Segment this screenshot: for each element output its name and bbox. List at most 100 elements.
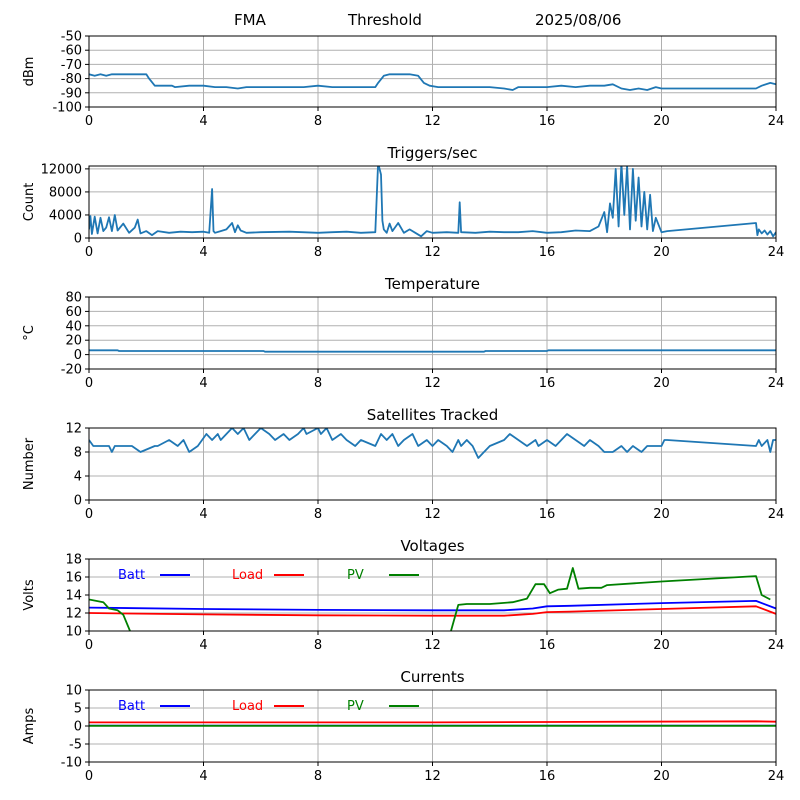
- x-tick-label: 16: [539, 376, 556, 391]
- x-tick-label: 24: [768, 245, 785, 260]
- y-tick-label: 16: [65, 571, 82, 586]
- x-tick-label: 4: [199, 114, 207, 129]
- y-tick-label: -60: [61, 44, 82, 59]
- y-axis-label: Number: [22, 437, 37, 490]
- y-tick-label: 4000: [49, 208, 82, 223]
- x-tick-label: 8: [314, 245, 322, 260]
- series-line-load: [89, 720, 776, 724]
- x-tick-label: 0: [85, 769, 93, 784]
- y-tick-label: -20: [61, 363, 82, 378]
- y-axis-label: Amps: [22, 707, 37, 744]
- y-tick-label: 60: [65, 305, 82, 320]
- x-tick-label: 12: [424, 114, 441, 129]
- y-tick-label: 20: [65, 334, 82, 349]
- y-tick-label: 40: [65, 319, 82, 334]
- panel-title: Currents: [400, 668, 464, 686]
- x-tick-label: 24: [768, 376, 785, 391]
- series-line-batt: [89, 600, 776, 612]
- x-tick-label: 20: [653, 245, 670, 260]
- x-tick-label: 16: [539, 638, 556, 653]
- panel-title: Voltages: [400, 537, 464, 555]
- x-tick-label: 24: [768, 114, 785, 129]
- series-line-1: [89, 428, 776, 459]
- legend-label-batt: Batt: [118, 568, 145, 583]
- header-mode: Threshold: [348, 11, 422, 29]
- x-tick-label: 16: [539, 769, 556, 784]
- x-tick-label: 12: [424, 245, 441, 260]
- x-tick-label: 12: [424, 376, 441, 391]
- panel-5: 0 4 8 12 16 20 24 10 12 14 16 18 Voltages Volts Batt Lo…: [22, 537, 784, 653]
- legend-label-batt: Batt: [118, 699, 145, 714]
- x-tick-label: 8: [314, 114, 322, 129]
- x-tick-label: 12: [424, 638, 441, 653]
- legend-label-pv: PV: [347, 699, 364, 714]
- x-tick-label: 4: [199, 245, 207, 260]
- series-line-1: [89, 73, 776, 91]
- y-tick-label: 12: [65, 607, 82, 622]
- y-tick-label: -70: [61, 58, 82, 73]
- x-tick-label: 16: [539, 507, 556, 522]
- x-tick-label: 16: [539, 114, 556, 129]
- y-tick-label: 0: [74, 494, 82, 509]
- legend-label-pv: PV: [347, 568, 364, 583]
- panel-1: 0 4 8 12 16 20 24 -100-90-80-70-60-50 dBm: [22, 30, 784, 130]
- x-tick-label: 24: [768, 638, 785, 653]
- series-line-load: [89, 605, 776, 617]
- series-line-1: [89, 166, 776, 238]
- y-tick-label: 18: [65, 553, 82, 568]
- legend-label-load: Load: [232, 699, 263, 714]
- y-tick-label: 0: [74, 720, 82, 735]
- x-tick-label: 8: [314, 638, 322, 653]
- x-tick-label: 20: [653, 769, 670, 784]
- y-axis-label: °C: [22, 325, 37, 341]
- panel-4: 0 4 8 12 16 20 24 0 4 8 12 Satellites Tracked Number: [22, 406, 784, 522]
- y-axis-label: dBm: [22, 57, 37, 87]
- y-tick-label: 8: [74, 446, 82, 461]
- x-tick-label: 0: [85, 507, 93, 522]
- panel-title: Triggers/sec: [387, 144, 478, 162]
- panel-6: 0 4 8 12 16 20 24 -10 -5 0 5 10 Currents Amps Batt Load…: [22, 668, 784, 784]
- y-tick-label: 0: [74, 348, 82, 363]
- panel-title: Satellites Tracked: [367, 406, 498, 424]
- x-tick-label: 20: [653, 507, 670, 522]
- header-date: 2025/08/06: [535, 11, 622, 29]
- x-tick-label: 12: [424, 507, 441, 522]
- y-axis-label: Volts: [22, 579, 37, 611]
- y-tick-label: 12: [65, 422, 82, 437]
- y-axis-label: Count: [22, 183, 37, 222]
- x-tick-label: 8: [314, 507, 322, 522]
- y-tick-label: 10: [65, 684, 82, 699]
- x-tick-label: 4: [199, 769, 207, 784]
- y-tick-label: 14: [65, 589, 82, 604]
- legend-label-load: Load: [232, 568, 263, 583]
- x-tick-label: 20: [653, 114, 670, 129]
- x-tick-label: 16: [539, 245, 556, 260]
- series-line-pv: [89, 567, 771, 631]
- y-tick-label: 8000: [49, 185, 82, 200]
- x-tick-label: 8: [314, 769, 322, 784]
- panel-title: Temperature: [384, 275, 480, 293]
- x-tick-label: 0: [85, 376, 93, 391]
- x-tick-label: 0: [85, 114, 93, 129]
- x-tick-label: 24: [768, 769, 785, 784]
- x-tick-label: 0: [85, 638, 93, 653]
- y-tick-label: 10: [65, 625, 82, 640]
- y-tick-label: -100: [52, 101, 82, 116]
- x-tick-label: 0: [85, 245, 93, 260]
- y-tick-label: -10: [61, 756, 82, 771]
- x-tick-label: 20: [653, 638, 670, 653]
- y-tick-label: -5: [69, 738, 82, 753]
- x-tick-label: 24: [768, 507, 785, 522]
- y-tick-label: 5: [74, 702, 82, 717]
- y-tick-label: 80: [65, 291, 82, 306]
- header-station: FMA: [234, 11, 266, 29]
- x-tick-label: 4: [199, 638, 207, 653]
- y-tick-label: -80: [61, 72, 82, 87]
- x-tick-label: 12: [424, 769, 441, 784]
- x-tick-label: 20: [653, 376, 670, 391]
- y-tick-label: 12000: [41, 162, 82, 177]
- y-tick-label: 0: [74, 232, 82, 247]
- x-tick-label: 4: [199, 507, 207, 522]
- panel-2: 0 4 8 12 16 20 24 0 4000 8000 12000 Triggers/sec Cou…: [22, 144, 784, 260]
